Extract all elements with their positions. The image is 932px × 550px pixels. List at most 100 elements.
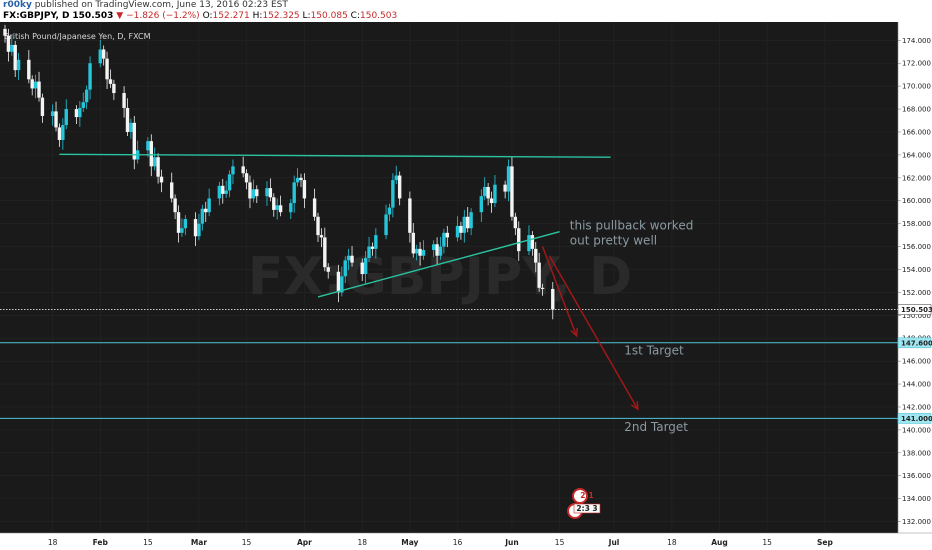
candle [510, 156, 514, 221]
candle-body [323, 237, 327, 268]
price-tick-label: 164.000 [902, 151, 931, 159]
candle [40, 93, 45, 123]
resistance-line[interactable] [59, 153, 611, 158]
candle [108, 69, 113, 88]
candle-body [350, 255, 354, 263]
candle-body [81, 102, 85, 108]
candle [6, 28, 11, 62]
candle-body [459, 225, 463, 233]
candle [503, 180, 507, 199]
candle [316, 212, 320, 242]
candle [326, 263, 330, 279]
candle-body [244, 173, 249, 183]
candle [81, 92, 85, 112]
candle-body [61, 125, 65, 141]
time-tick-label: Jun [504, 538, 518, 547]
candles [3, 24, 555, 320]
candle [241, 156, 245, 178]
candle-body [88, 63, 92, 90]
forecast-arrow[interactable] [541, 246, 578, 337]
event-badges[interactable]: 2:1 2:3 3 [567, 488, 601, 519]
price-tick-label: 158.000 [902, 220, 931, 228]
candle [466, 207, 470, 233]
last-price-tag: 150.503 [897, 304, 932, 315]
candle-body [411, 232, 415, 254]
candle-body [6, 35, 11, 52]
candle-body [431, 244, 436, 251]
candle-body [149, 141, 153, 167]
candle-body [159, 176, 164, 183]
candle [346, 248, 351, 271]
price-chart[interactable]: FX:GBPJPY, D British Pound/Japanese Yen,… [0, 22, 932, 550]
candle-body [537, 262, 541, 288]
candle [421, 240, 426, 260]
candle [459, 221, 463, 240]
candle-body [227, 174, 232, 191]
forecast-arrow[interactable] [548, 255, 639, 410]
candle-body [540, 287, 545, 289]
time-tick-label: 18 [357, 538, 367, 547]
candle [336, 264, 341, 303]
price-tick-label: 160.000 [902, 197, 931, 205]
candle [394, 165, 398, 185]
second-target-tag: 141.000 [897, 413, 932, 424]
high-label: H: [252, 11, 263, 21]
candle [289, 199, 293, 220]
candle [153, 147, 157, 171]
candle [170, 172, 174, 203]
price-axis[interactable] [898, 22, 932, 533]
candle-body [299, 177, 303, 181]
time-tick-label: 18 [48, 538, 58, 547]
candle-body [146, 141, 150, 151]
first-target-label: 1st Target [624, 343, 684, 357]
event-badge-box [573, 503, 601, 514]
price-tick-label: 138.000 [902, 449, 931, 457]
price-tick-label: 140.000 [902, 426, 931, 434]
candle [122, 86, 126, 118]
candle-body [74, 109, 79, 118]
candle-body [336, 271, 341, 293]
candle [319, 228, 324, 248]
candle-body [455, 225, 460, 238]
candle-body [251, 189, 256, 199]
candle [295, 168, 300, 187]
time-axis[interactable] [0, 533, 932, 550]
candle-body [445, 232, 449, 238]
price-tick-label: 172.000 [902, 60, 931, 68]
candle-body [319, 235, 324, 238]
ohlc-line: FX:GBPJPY, D 150.503 ▼ −1.826 (−1.2%) O:… [3, 11, 397, 22]
candle [397, 171, 402, 206]
symbol-label: FX:GBPJPY, D [3, 11, 70, 21]
candle [493, 174, 497, 208]
rising-trendline[interactable] [317, 230, 560, 298]
candle-body [374, 235, 378, 249]
publisher-link[interactable]: r00ky [3, 0, 32, 10]
candle-body [506, 166, 511, 192]
candle [180, 218, 184, 237]
candle [462, 209, 467, 243]
candle [272, 193, 276, 217]
plot-area[interactable] [0, 22, 898, 533]
candle-body [438, 246, 443, 256]
candle-body [530, 235, 535, 249]
candle-body [30, 79, 34, 89]
pullback-note-line1: this pullback worked [570, 218, 694, 232]
candle [88, 56, 92, 100]
candle-body [204, 208, 208, 213]
chart-legend-title: British Pound/Japanese Yen, D, FXCM [4, 32, 151, 41]
candle-body [513, 216, 518, 229]
candle-body [527, 235, 531, 252]
time-tick-label: Mar [191, 538, 208, 547]
chart-header: r00ky published on TradingView.com, June… [0, 0, 932, 22]
candle [387, 203, 392, 222]
candle [159, 169, 164, 193]
tradingview-event-badge-icon[interactable] [572, 488, 588, 504]
candle-body [268, 188, 273, 198]
time-tick-label: Apr [297, 538, 312, 547]
candle-body [483, 186, 487, 197]
candle-body [129, 122, 133, 132]
candle [360, 258, 364, 281]
candle [204, 201, 208, 222]
down-triangle-icon: ▼ [116, 11, 124, 21]
candle-body [176, 212, 181, 233]
